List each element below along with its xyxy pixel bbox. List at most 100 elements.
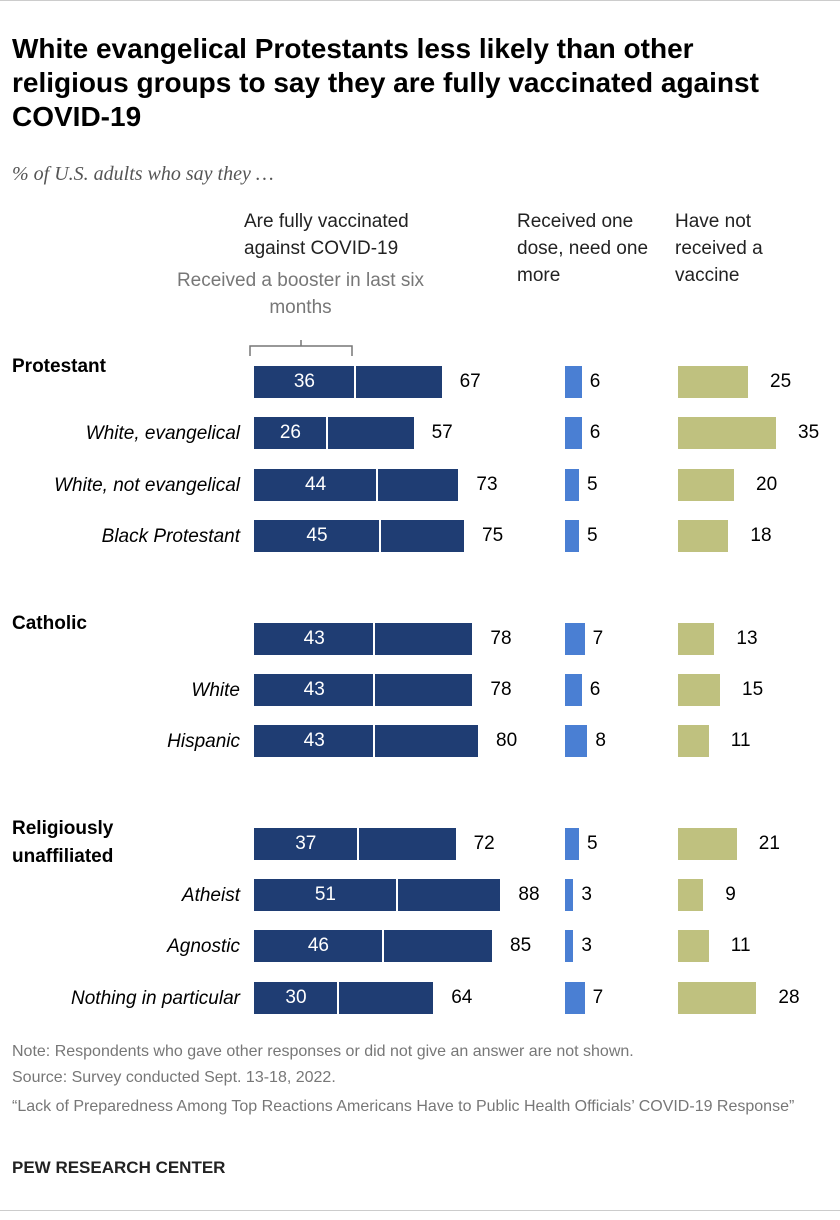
value-label: 9 — [725, 884, 736, 905]
bar — [565, 366, 582, 398]
subset-label: 43 — [303, 678, 325, 700]
bar — [678, 930, 709, 963]
bar — [565, 468, 579, 501]
series-header: Have not received a vaccine — [675, 211, 763, 286]
value-label: 78 — [490, 678, 512, 700]
subset-label: 30 — [285, 986, 307, 1008]
bar — [678, 827, 737, 860]
value-label: 6 — [589, 371, 601, 392]
value-label: 5 — [587, 473, 598, 495]
subset-label: 46 — [307, 935, 329, 957]
value-label: 11 — [730, 935, 751, 957]
bar — [565, 519, 579, 552]
value-label: 3 — [581, 935, 592, 957]
bar — [678, 981, 757, 1014]
bar — [565, 827, 579, 860]
bar — [678, 417, 776, 450]
bottom-rule — [0, 1210, 840, 1211]
value-label: 88 — [518, 884, 540, 905]
top-rule — [0, 0, 840, 1]
category-label: Black Protestant — [101, 525, 240, 547]
subset-label: 44 — [305, 473, 327, 495]
bar — [254, 622, 473, 655]
category-label: Agnostic — [167, 936, 240, 958]
value-label: 18 — [750, 524, 772, 546]
value-label: 78 — [490, 627, 512, 649]
value-label: 75 — [482, 524, 504, 546]
category-label: Religiously unaffiliated — [12, 817, 114, 867]
value-label: 35 — [798, 422, 820, 444]
citation: “Lack of Preparedness Among Top Reaction… — [12, 1098, 795, 1115]
subset-label: 43 — [303, 730, 325, 752]
note: Note: Respondents who gave other respons… — [12, 1043, 634, 1060]
value-label: 7 — [592, 986, 604, 1008]
value-label: 21 — [758, 832, 780, 854]
chart-subtitle: % of U.S. adults who say they … — [12, 163, 274, 185]
value-label: 64 — [451, 986, 473, 1008]
bar — [254, 827, 456, 860]
subset-divider — [395, 879, 398, 911]
bar — [565, 725, 588, 758]
series-header: Received one dose, need one more — [517, 211, 649, 286]
category-label: Protestant — [12, 356, 106, 377]
value-label: 67 — [459, 371, 481, 392]
category-label: Nothing in particular — [71, 987, 240, 1009]
subset-divider — [373, 622, 376, 655]
bar — [565, 879, 574, 911]
subset-divider — [376, 468, 379, 501]
value-label: 13 — [736, 627, 758, 649]
value-label: 5 — [587, 524, 598, 546]
subset-divider — [337, 981, 339, 1014]
bar — [678, 468, 734, 501]
bar — [678, 366, 748, 398]
bar — [678, 673, 720, 706]
bar — [565, 673, 582, 706]
bar — [254, 519, 464, 552]
bar — [254, 725, 478, 758]
bar — [565, 981, 585, 1014]
subset-label: 43 — [303, 627, 325, 649]
series-header: Are fully vaccinated against COVID-19 — [244, 211, 409, 259]
value-label: 73 — [476, 473, 498, 495]
value-label: 6 — [589, 422, 601, 444]
subset-label: 36 — [293, 371, 315, 392]
bar — [254, 366, 442, 398]
subset-divider — [325, 417, 328, 450]
value-label: 57 — [431, 422, 453, 444]
subset-divider — [373, 673, 376, 706]
bar — [254, 673, 473, 706]
value-label: 11 — [730, 730, 751, 752]
brand: PEW RESEARCH CENTER — [12, 1158, 226, 1177]
value-label: 25 — [770, 371, 792, 392]
value-label: 8 — [595, 730, 606, 752]
value-label: 28 — [778, 986, 800, 1008]
value-label: 6 — [589, 678, 601, 700]
bar — [254, 930, 492, 963]
category-label: Atheist — [181, 885, 240, 906]
bar — [678, 879, 704, 911]
bar — [678, 622, 715, 655]
subset-divider — [353, 366, 356, 398]
subset-divider — [379, 519, 381, 552]
bar — [254, 468, 459, 501]
value-label: 7 — [592, 627, 604, 649]
subset-label: 37 — [295, 832, 317, 854]
subset-label: 51 — [314, 884, 336, 905]
bracket — [249, 340, 353, 356]
value-label: 20 — [756, 473, 778, 495]
value-label: 3 — [581, 884, 592, 905]
category-label: Catholic — [12, 612, 87, 634]
subset-label: 45 — [306, 524, 328, 546]
subset-divider — [356, 827, 359, 860]
category-label: White — [191, 679, 240, 701]
subset-divider — [373, 725, 376, 758]
subset-label: 26 — [279, 422, 301, 444]
value-label: 5 — [587, 832, 598, 854]
category-label: Hispanic — [167, 731, 240, 753]
chart-title: White evangelical Protestants less likel… — [12, 33, 759, 132]
subset-header: Received a booster in last six months — [176, 270, 425, 318]
subset-divider — [381, 930, 384, 963]
bar — [678, 519, 729, 552]
bar — [254, 417, 414, 450]
